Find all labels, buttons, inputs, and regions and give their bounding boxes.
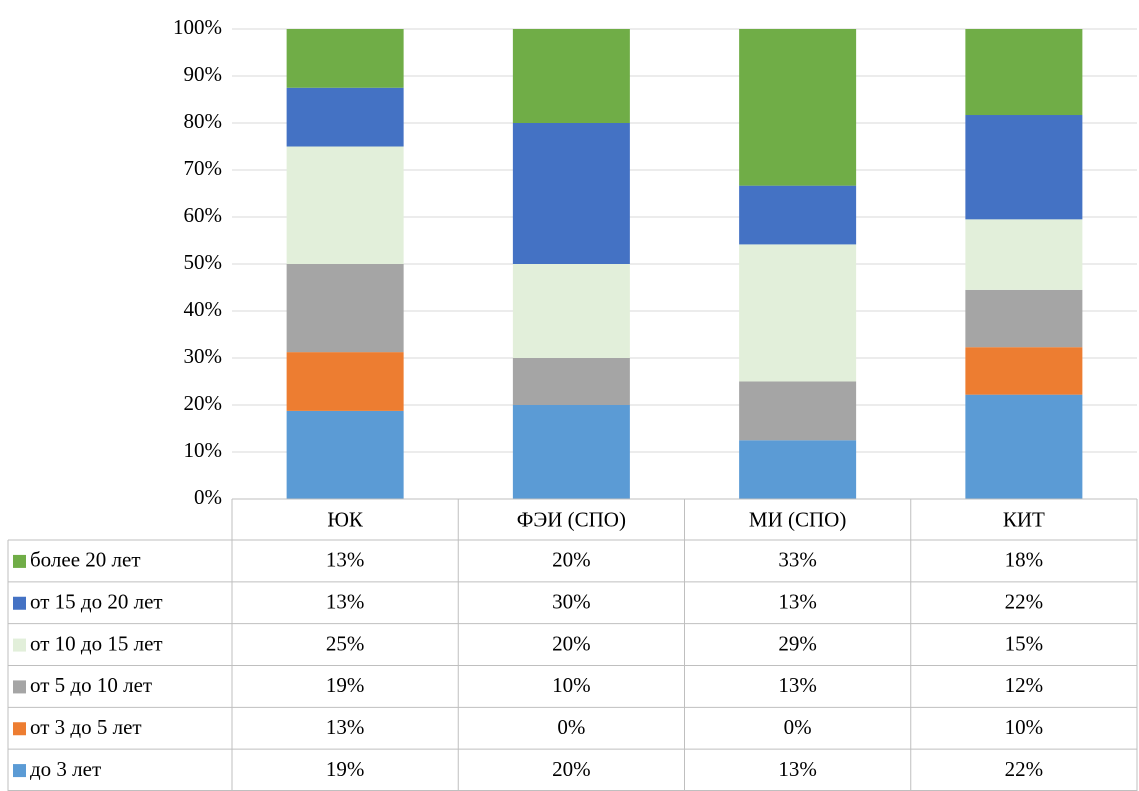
data-label: 10% (552, 673, 591, 697)
bar-segment (512, 405, 630, 499)
data-label: 20% (552, 631, 591, 655)
bar-segment (512, 264, 630, 358)
y-tick-label: 20% (184, 391, 223, 415)
data-label: 13% (326, 590, 365, 614)
data-label: 0% (784, 715, 812, 739)
bar-segment (286, 264, 404, 353)
bar-segment (739, 244, 857, 382)
legend-key (13, 764, 26, 778)
bar-segment (512, 123, 630, 264)
x-tick-label: МИ (СПО) (749, 507, 846, 531)
legend-label: от 3 до 5 лет (30, 715, 142, 739)
data-label: 10% (1005, 715, 1044, 739)
data-label: 25% (326, 631, 365, 655)
y-tick-label: 60% (184, 203, 223, 227)
bar-segment (965, 394, 1083, 499)
data-label: 12% (1005, 673, 1044, 697)
data-label: 19% (326, 673, 365, 697)
data-label: 22% (1005, 590, 1044, 614)
bar-segment (965, 115, 1083, 220)
bar-segment (739, 440, 857, 499)
y-tick-label: 80% (184, 109, 223, 133)
bar-segment (286, 29, 404, 88)
data-label: 15% (1005, 631, 1044, 655)
data-label: 13% (326, 715, 365, 739)
data-label: 30% (552, 590, 591, 614)
data-label: 13% (326, 548, 365, 572)
legend-label: от 5 до 10 лет (30, 673, 152, 697)
bar-segment (286, 352, 404, 411)
bar-segment (512, 29, 630, 123)
data-label: 13% (778, 590, 817, 614)
bar-segment (965, 289, 1083, 348)
bar-segment (286, 87, 404, 147)
y-tick-label: 10% (184, 438, 223, 462)
legend-label: более 20 лет (30, 548, 141, 572)
y-tick-label: 0% (194, 485, 222, 509)
bar-segment (965, 347, 1083, 395)
y-tick-label: 50% (184, 250, 223, 274)
data-label: 20% (552, 757, 591, 781)
y-tick-label: 70% (184, 156, 223, 180)
data-label: 22% (1005, 757, 1044, 781)
bar-segment (512, 358, 630, 405)
bar-segment (739, 381, 857, 441)
data-label: 19% (326, 757, 365, 781)
bar-segment (965, 219, 1083, 290)
bar-segment (286, 146, 404, 264)
legend-label: до 3 лет (30, 757, 101, 781)
data-label: 29% (778, 631, 817, 655)
y-tick-label: 30% (184, 344, 223, 368)
data-label: 20% (552, 548, 591, 572)
legend-label: от 15 до 20 лет (30, 590, 163, 614)
legend-key (13, 554, 26, 568)
legend-label: от 10 до 15 лет (30, 631, 163, 655)
bar-segment (739, 29, 857, 186)
bar-segment (739, 185, 857, 245)
legend-key (13, 722, 26, 736)
data-label: 0% (557, 715, 585, 739)
data-label: 13% (778, 757, 817, 781)
bar-segment (286, 410, 404, 499)
data-label: 13% (778, 673, 817, 697)
data-label: 33% (778, 548, 817, 572)
x-tick-label: ЮК (327, 507, 364, 531)
data-label: 18% (1005, 548, 1044, 572)
legend-key (13, 680, 26, 694)
bar-segment (965, 29, 1083, 116)
y-tick-label: 90% (184, 62, 223, 86)
legend-key (13, 596, 26, 610)
x-tick-label: ФЭИ (СПО) (517, 507, 626, 531)
y-tick-label: 100% (173, 15, 222, 39)
y-tick-label: 40% (184, 297, 223, 321)
legend-key (13, 638, 26, 652)
x-tick-label: КИТ (1003, 507, 1045, 531)
